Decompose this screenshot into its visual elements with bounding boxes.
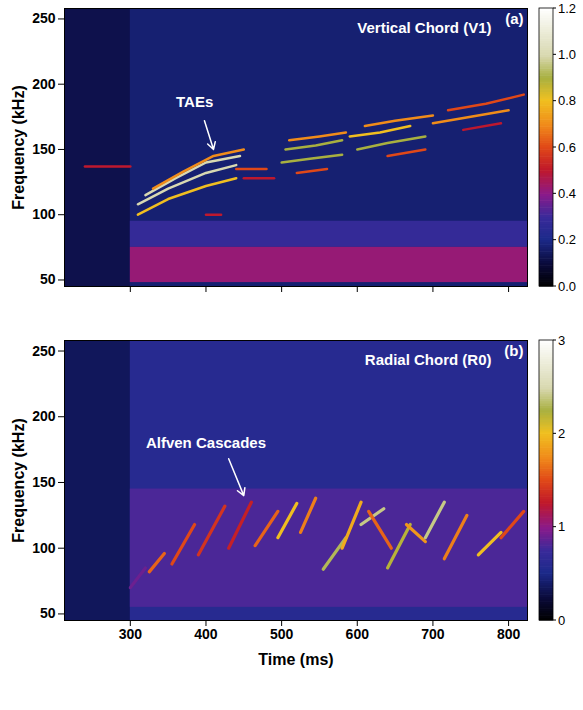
svg-text:Alfven Cascades: Alfven Cascades [146, 434, 266, 451]
svg-text:0.4: 0.4 [558, 186, 576, 201]
svg-text:Radial Chord (R0): Radial Chord (R0) [365, 351, 492, 368]
svg-text:0.6: 0.6 [558, 140, 576, 155]
svg-text:1: 1 [558, 519, 565, 534]
svg-text:800: 800 [497, 626, 521, 642]
svg-text:100: 100 [32, 540, 56, 556]
svg-text:150: 150 [32, 141, 56, 157]
svg-text:Frequency (kHz): Frequency (kHz) [10, 85, 27, 209]
svg-text:0.0: 0.0 [558, 279, 576, 294]
svg-text:Frequency (kHz): Frequency (kHz) [10, 418, 27, 542]
svg-text:200: 200 [32, 408, 56, 424]
svg-text:700: 700 [421, 626, 445, 642]
svg-text:300: 300 [119, 626, 143, 642]
svg-text:200: 200 [32, 76, 56, 92]
svg-text:250: 250 [32, 10, 56, 26]
svg-text:(b): (b) [504, 342, 523, 359]
svg-text:Vertical Chord (V1): Vertical Chord (V1) [357, 19, 491, 36]
svg-text:400: 400 [194, 626, 218, 642]
svg-text:0.8: 0.8 [558, 93, 576, 108]
svg-text:TAEs: TAEs [176, 93, 213, 110]
svg-text:100: 100 [32, 206, 56, 222]
svg-text:2: 2 [558, 426, 565, 441]
svg-text:1.0: 1.0 [558, 47, 576, 62]
svg-text:0: 0 [558, 613, 565, 628]
svg-text:250: 250 [32, 342, 56, 358]
svg-text:Time (ms): Time (ms) [258, 651, 333, 668]
svg-text:600: 600 [346, 626, 370, 642]
svg-text:1.2: 1.2 [558, 1, 576, 16]
svg-text:3: 3 [558, 333, 565, 348]
svg-text:50: 50 [40, 271, 56, 287]
svg-text:150: 150 [32, 474, 56, 490]
svg-text:0.2: 0.2 [558, 232, 576, 247]
svg-text:50: 50 [40, 605, 56, 621]
svg-text:(a): (a) [505, 10, 523, 27]
svg-text:500: 500 [270, 626, 294, 642]
